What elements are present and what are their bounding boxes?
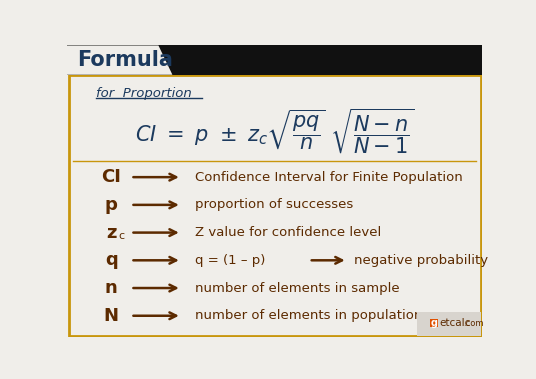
- Bar: [430, 319, 438, 327]
- Text: negative probability: negative probability: [354, 254, 488, 267]
- Text: proportion of successes: proportion of successes: [195, 198, 353, 211]
- Text: CI: CI: [101, 168, 121, 186]
- Text: N: N: [103, 307, 118, 325]
- Text: $CI \ = \ p \ \pm \ z_c\sqrt{\dfrac{pq}{n}} \ \sqrt{\dfrac{N-n}{N-1}}$: $CI \ = \ p \ \pm \ z_c\sqrt{\dfrac{pq}{…: [135, 107, 415, 157]
- Text: g: g: [430, 318, 437, 328]
- Text: for  Proportion: for Proportion: [96, 88, 192, 100]
- Text: etcalc: etcalc: [439, 318, 471, 328]
- Text: Confidence Interval for Finite Population: Confidence Interval for Finite Populatio…: [195, 171, 463, 184]
- Text: Z value for confidence level: Z value for confidence level: [195, 226, 381, 239]
- Text: c: c: [118, 232, 124, 241]
- Polygon shape: [418, 312, 481, 336]
- Text: n: n: [105, 279, 117, 297]
- Text: z: z: [106, 224, 116, 241]
- Text: Formula: Formula: [77, 50, 173, 70]
- Text: p: p: [105, 196, 117, 214]
- Text: q = (1 – p): q = (1 – p): [195, 254, 265, 267]
- Bar: [67, 45, 482, 75]
- Text: number of elements in population: number of elements in population: [195, 309, 422, 322]
- Bar: [69, 75, 481, 336]
- Polygon shape: [67, 45, 173, 75]
- Text: q: q: [105, 251, 117, 269]
- Text: .com: .com: [463, 319, 483, 327]
- Text: number of elements in sample: number of elements in sample: [195, 282, 399, 294]
